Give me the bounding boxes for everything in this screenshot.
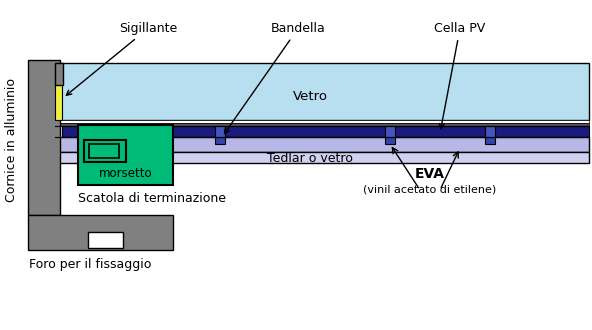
Bar <box>385 126 395 137</box>
Bar <box>215 126 225 137</box>
Bar <box>84 140 126 162</box>
Text: Sigillante: Sigillante <box>66 22 177 95</box>
Bar <box>55 123 589 126</box>
Text: Vetro: Vetro <box>292 89 327 103</box>
Bar <box>55 137 589 152</box>
Bar <box>28 60 60 215</box>
Bar <box>55 152 589 163</box>
Text: (vinil acetato di etilene): (vinil acetato di etilene) <box>363 185 497 195</box>
Text: Cella PV: Cella PV <box>435 22 485 129</box>
Bar <box>485 126 495 137</box>
Text: morsetto: morsetto <box>99 167 153 180</box>
Bar <box>385 137 395 144</box>
Bar <box>215 137 225 144</box>
Bar <box>55 120 589 123</box>
Text: Bandella: Bandella <box>224 22 326 133</box>
Bar <box>88 232 123 248</box>
Bar <box>89 144 119 158</box>
Bar <box>78 125 173 185</box>
Text: Foro per il fissaggio: Foro per il fissaggio <box>29 258 151 271</box>
Bar <box>55 63 63 85</box>
Text: Cornice in alluminio: Cornice in alluminio <box>5 78 18 202</box>
Bar <box>28 215 173 250</box>
Bar <box>55 63 62 120</box>
Bar <box>55 63 589 120</box>
Text: Tedlar o vetro: Tedlar o vetro <box>267 152 353 166</box>
Text: EVA: EVA <box>415 167 445 181</box>
Bar <box>62 126 589 137</box>
Text: Scatola di terminazione: Scatola di terminazione <box>78 192 226 205</box>
Bar <box>485 137 495 144</box>
